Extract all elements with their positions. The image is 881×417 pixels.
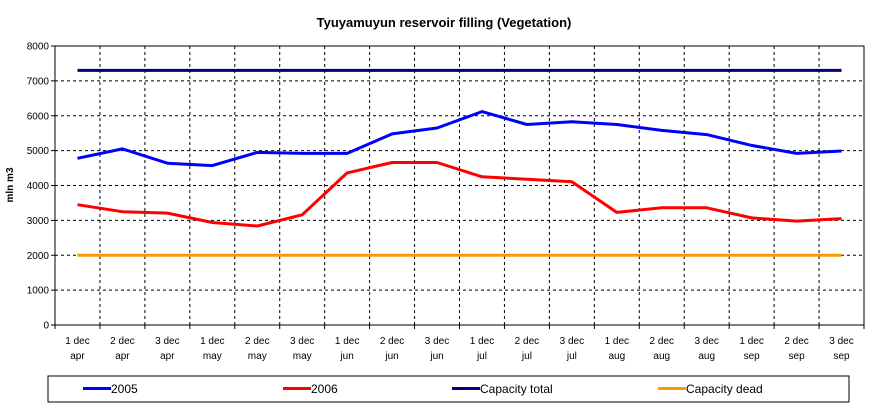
y-axis-label: mln m3 — [5, 167, 16, 202]
series-line-2006 — [77, 161, 842, 228]
grid — [55, 46, 864, 325]
x-tick-label-top: 3 dec — [425, 336, 449, 347]
y-tick-label: 0 — [43, 321, 49, 332]
x-tick-label-top: 1 dec — [200, 336, 224, 347]
x-tick-label-top: 3 dec — [155, 336, 179, 347]
legend-label-2005: 2005 — [111, 382, 138, 396]
x-tick-label-bottom: sep — [744, 351, 761, 362]
y-tick-label: 7000 — [27, 76, 50, 87]
x-tick-label-top: 3 dec — [829, 336, 853, 347]
x-tick-label-bottom: apr — [115, 351, 130, 362]
x-tick-label-bottom: apr — [70, 351, 85, 362]
x-tick-label-bottom: jun — [384, 351, 398, 362]
x-tick-label-top: 1 dec — [470, 336, 494, 347]
x-tick-label-top: 2 dec — [650, 336, 674, 347]
x-tick-label-bottom: jun — [339, 351, 353, 362]
x-tick-label-top: 1 dec — [605, 336, 629, 347]
x-tick-label-bottom: sep — [833, 351, 850, 362]
x-tick-label-top: 2 dec — [245, 336, 269, 347]
axes: 0 1000 2000 3000 4000 5000 6000 7000 8000 1 dec ap… — [27, 42, 865, 362]
x-tick-label-bottom: aug — [698, 351, 715, 362]
x-tick-label-top: 1 dec — [739, 336, 763, 347]
series-line-2005 — [77, 110, 842, 168]
y-tick-label: 6000 — [27, 111, 50, 122]
chart-title: Tyuyamuyun reservoir filling (Vegetation… — [317, 15, 572, 30]
legend: 2005 2006 Capacity total Capacity dead — [47, 375, 850, 403]
x-tick-label-top: 3 dec — [694, 336, 718, 347]
y-tick-label: 8000 — [27, 42, 50, 53]
x-tick-label-top: 2 dec — [784, 336, 808, 347]
y-tick-label: 2000 — [27, 251, 50, 262]
x-tick-label-bottom: jul — [566, 351, 577, 362]
legend-label-capacity-dead: Capacity dead — [686, 382, 763, 396]
x-tick-label-bottom: apr — [160, 351, 175, 362]
y-tick-label: 3000 — [27, 216, 50, 227]
x-tick-label-bottom: jul — [476, 351, 487, 362]
legend-label-capacity-total: Capacity total — [480, 382, 553, 396]
x-tick-label-top: 3 dec — [560, 336, 584, 347]
y-tick-label: 4000 — [27, 181, 50, 192]
x-tick-label-bottom: may — [293, 351, 312, 362]
x-tick-label-bottom: jul — [521, 351, 532, 362]
x-tick-label-top: 2 dec — [110, 336, 134, 347]
x-tick-label-top: 2 dec — [380, 336, 404, 347]
series-lines — [77, 68, 842, 257]
legend-label-2006: 2006 — [311, 382, 338, 396]
x-tick-label-top: 1 dec — [65, 336, 89, 347]
x-tick-label-bottom: may — [248, 351, 267, 362]
x-tick-label-bottom: jun — [429, 351, 443, 362]
x-tick-label-top: 1 dec — [335, 336, 359, 347]
x-tick-label-bottom: aug — [653, 351, 670, 362]
y-tick-label: 5000 — [27, 146, 50, 157]
y-tick-label: 1000 — [27, 286, 50, 297]
legend-box — [47, 375, 850, 403]
x-tick-label-top: 2 dec — [515, 336, 539, 347]
x-tick-label-bottom: may — [203, 351, 222, 362]
x-tick-label-top: 3 dec — [290, 336, 314, 347]
x-tick-label-bottom: aug — [608, 351, 625, 362]
x-tick-label-bottom: sep — [789, 351, 806, 362]
